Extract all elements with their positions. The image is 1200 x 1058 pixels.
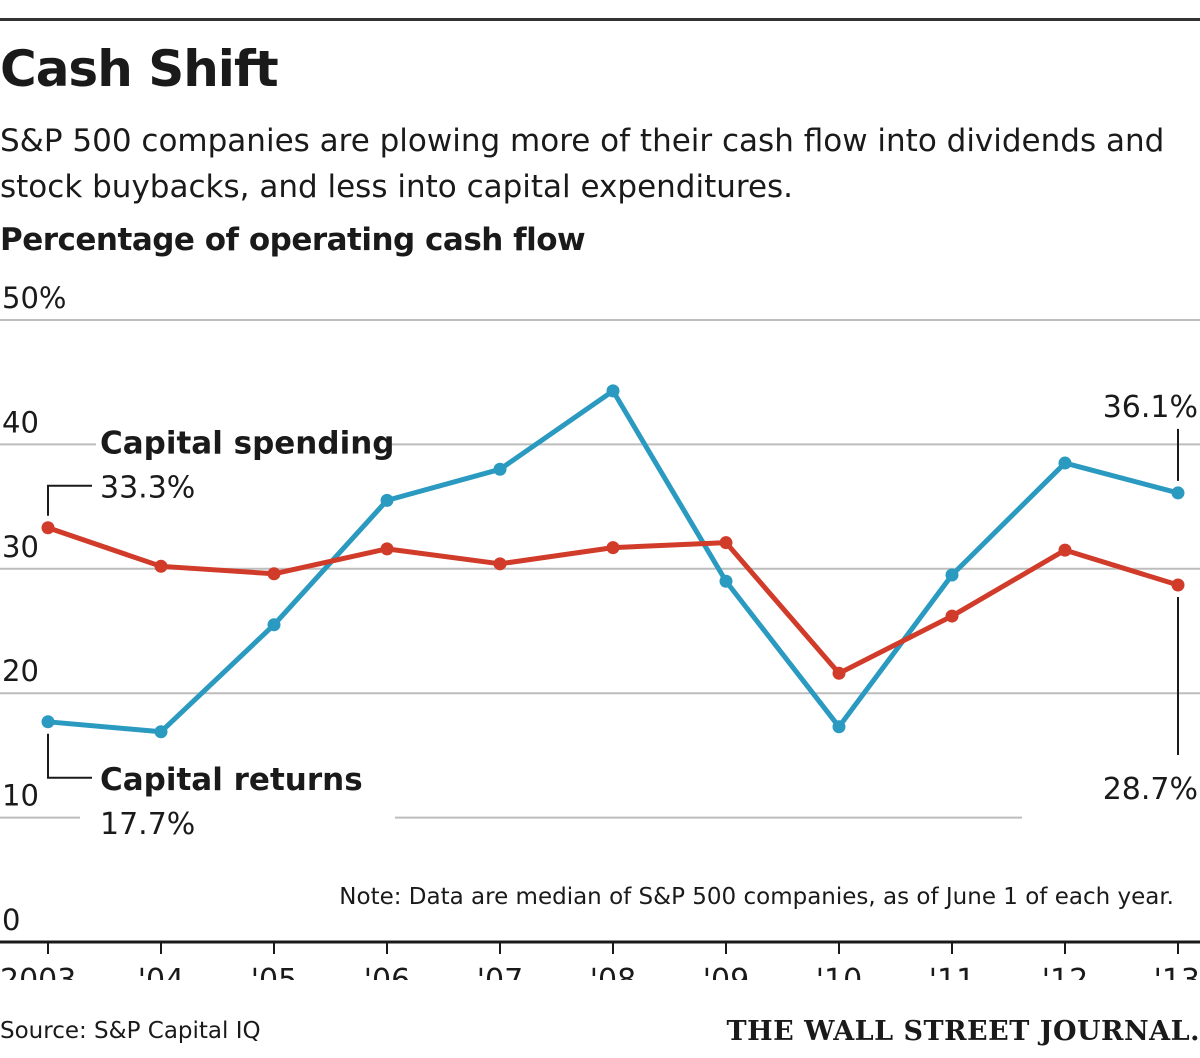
chart-title: Cash Shift: [0, 40, 279, 98]
data-point-capital-spending: [380, 542, 394, 556]
data-point-capital-spending: [832, 666, 846, 680]
x-tick-label: '05: [251, 963, 297, 980]
data-point-capital-returns: [945, 568, 959, 582]
data-point-capital-returns: [606, 384, 620, 398]
series-annotations: Capital spending 33.3% Capital returns 17.7…: [47, 390, 1198, 842]
series-end-value: 28.7%: [1103, 772, 1198, 807]
series-end-value: 36.1%: [1103, 390, 1198, 425]
data-point-capital-spending: [267, 567, 281, 581]
leader-line: [47, 484, 92, 516]
y-tick-label: 10: [2, 779, 39, 813]
chart-subtitle: S&P 500 companies are plowing more of th…: [0, 123, 1165, 205]
y-tick-label: 40: [2, 405, 39, 439]
data-point-capital-spending: [493, 557, 507, 571]
series-start-value: 33.3%: [100, 471, 195, 506]
series-lines: [41, 384, 1185, 739]
x-tick-label: '13: [1154, 963, 1200, 980]
data-point-capital-returns: [719, 574, 733, 588]
x-tick-label: '11: [929, 963, 975, 980]
y-axis-ticks: 0 10 20 30 40 50%: [2, 281, 66, 937]
data-point-capital-returns: [1058, 456, 1072, 470]
data-point-capital-spending: [41, 521, 55, 535]
data-point-capital-spending: [606, 541, 620, 555]
chart-note: Note: Data are median of S&P 500 compani…: [339, 884, 1174, 910]
x-tick-label: 2003: [0, 963, 76, 980]
data-point-capital-spending: [945, 609, 959, 623]
data-point-capital-returns: [1171, 486, 1185, 500]
y-tick-label: 50%: [2, 281, 66, 315]
publisher-brand: THE WALL STREET JOURNAL.: [726, 1016, 1200, 1047]
x-tick-label: '07: [477, 963, 523, 980]
data-point-capital-returns: [832, 720, 846, 734]
data-point-capital-returns: [380, 493, 394, 507]
x-tick-label: '06: [364, 963, 410, 980]
data-point-capital-returns: [267, 618, 281, 632]
x-tick-label: '08: [590, 963, 636, 980]
data-point-capital-spending: [719, 536, 733, 550]
x-tick-label: '12: [1042, 963, 1088, 980]
series-name-label: Capital returns: [100, 762, 363, 798]
x-axis: 2003 '04 '05 '06 '07 '08 '09 '10 '11 '12 '13: [0, 940, 1200, 980]
data-point-capital-spending: [1058, 543, 1072, 557]
leader-line: [47, 733, 92, 779]
x-tick-label: '04: [138, 963, 184, 980]
x-tick-label: '10: [816, 963, 862, 980]
series-name-label: Capital spending: [100, 426, 394, 462]
data-point-capital-spending: [1171, 578, 1185, 592]
data-point-capital-returns: [154, 725, 168, 739]
label-background: [96, 421, 388, 462]
y-tick-label: 0: [2, 903, 20, 937]
series-start-value: 17.7%: [100, 807, 195, 842]
y-tick-label: 30: [2, 530, 39, 564]
data-point-capital-returns: [493, 462, 507, 476]
x-tick-label: '09: [703, 963, 749, 980]
y-tick-label: 20: [2, 654, 39, 688]
data-point-capital-spending: [154, 559, 168, 573]
data-point-capital-returns: [41, 715, 55, 729]
top-rule: [0, 18, 1200, 21]
source-credit: Source: S&P Capital IQ: [0, 1018, 261, 1044]
unit-label: Percentage of operating cash flow: [0, 222, 586, 258]
